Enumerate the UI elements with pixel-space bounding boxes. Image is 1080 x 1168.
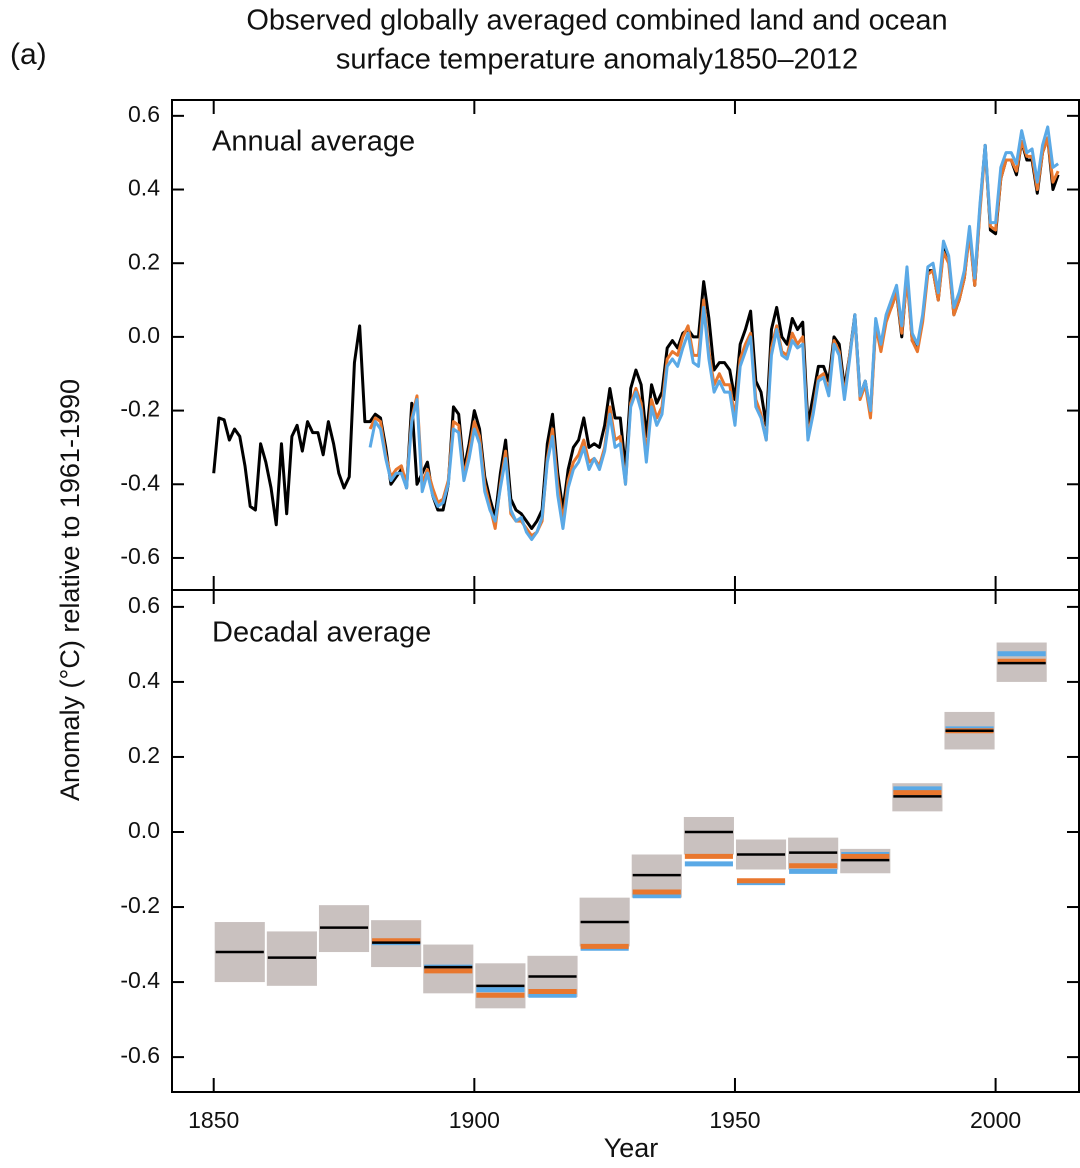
data-line [212, 136, 1060, 530]
y-tick-label: -0.4 [120, 469, 160, 495]
panel-label: (a) [10, 38, 47, 71]
panel-subtitle: Annual average [212, 126, 415, 158]
panel-subtitle: Decadal average [212, 617, 431, 649]
x-tick-label: 1850 [188, 1107, 239, 1133]
y-tick-label: -0.6 [120, 1042, 160, 1068]
x-tick-label: 1950 [709, 1107, 760, 1133]
plot-frame [171, 99, 1080, 591]
y-tick-label: 0.4 [128, 667, 160, 693]
plot-frame [171, 589, 1080, 1093]
y-tick-label: 0.4 [128, 175, 160, 201]
y-tick-label: 0.6 [128, 592, 160, 618]
y-tick-label: 0.0 [128, 817, 160, 843]
y-tick-label: -0.4 [120, 967, 160, 993]
x-tick-label: 2000 [970, 1107, 1021, 1133]
y-axis-label: Anomaly (°C) relative to 1961-1990 [55, 379, 85, 801]
x-tick-label: 1900 [449, 1107, 500, 1133]
y-tick-label: -0.6 [120, 543, 160, 569]
y-tick-label: 0.2 [128, 248, 160, 274]
x-axis-label: Year [604, 1133, 659, 1163]
y-tick-label: 0.2 [128, 742, 160, 768]
y-tick-label: -0.2 [120, 892, 160, 918]
uncertainty-box [683, 816, 734, 855]
y-tick-label: 0.6 [128, 101, 160, 127]
y-tick-label: -0.2 [120, 396, 160, 422]
data-line [368, 136, 1060, 538]
data-line [368, 125, 1060, 542]
chart-title: surface temperature anomaly1850–2012 [336, 44, 858, 76]
chart-title: Observed globally averaged combined land… [246, 5, 947, 37]
y-tick-label: 0.0 [128, 322, 160, 348]
